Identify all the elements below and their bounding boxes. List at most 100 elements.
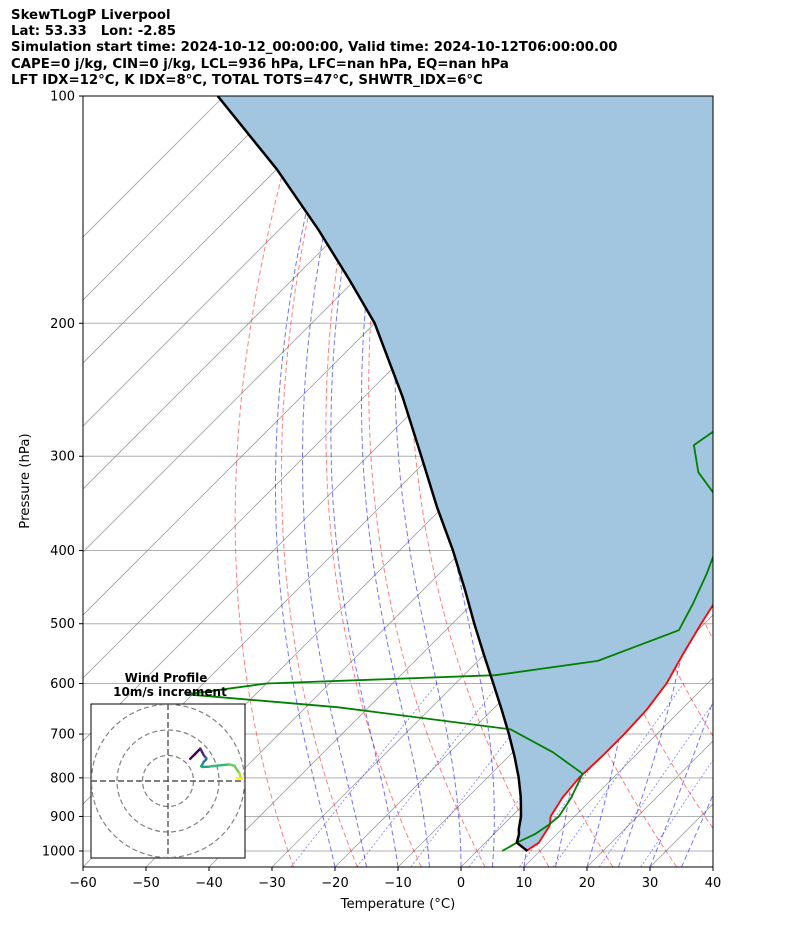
- wind-barb: [712, 821, 747, 843]
- wind-barb: [712, 799, 753, 826]
- barb-staff: [712, 455, 713, 457]
- barb-staff: [712, 733, 713, 735]
- isotherm-line: [712, 866, 713, 867]
- barb-flag: [737, 810, 750, 817]
- barb-flag: [747, 95, 752, 109]
- barb-staff: [712, 796, 713, 798]
- chart-header: SkewTLogP Liverpool Lat: 53.33 Lon: -2.8…: [11, 8, 618, 89]
- hodograph-segment: [215, 763, 231, 767]
- barb-flag: [742, 498, 750, 510]
- barb-flag: [741, 541, 749, 553]
- isotherm-line: [83, 96, 225, 238]
- hodograph-segment: [233, 764, 241, 775]
- parcel-profile: [216, 96, 529, 852]
- moist-adiabat-line: [712, 865, 713, 867]
- barb-flag: [748, 608, 757, 619]
- wind-barb: [712, 319, 756, 334]
- barb-flag: [738, 499, 746, 511]
- barb-flag: [750, 388, 757, 401]
- barb-flag: [746, 737, 757, 747]
- barb-half: [731, 807, 737, 811]
- wind-barb: [712, 737, 757, 757]
- barb-flag: [734, 821, 747, 828]
- wind-barb: [712, 824, 753, 852]
- barb-staff: [712, 841, 713, 843]
- barb-staff: [712, 278, 713, 280]
- x-tick-label: −10: [384, 876, 411, 891]
- wind-barb: [712, 691, 756, 710]
- barb-flag: [744, 640, 754, 651]
- barb-flag: [739, 168, 743, 182]
- barb-flag: [739, 95, 744, 109]
- barb-flag: [740, 824, 753, 831]
- y-axis-label: Pressure (hPa): [18, 433, 33, 528]
- dry-adiabat-line: [729, 96, 794, 867]
- mixing-ratio-line: [598, 702, 713, 867]
- barb-flag: [740, 642, 750, 653]
- location-line: Lat: 53.33 Lon: -2.85: [11, 24, 177, 40]
- wind-barb: [712, 796, 713, 798]
- isotherm-line: [523, 677, 713, 867]
- x-tick-label: −60: [69, 876, 96, 891]
- barb-half: [733, 800, 739, 804]
- barb-flag: [738, 449, 746, 461]
- x-tick-label: −20: [321, 876, 348, 891]
- barb-flag: [741, 578, 750, 589]
- hodograph-subtitle: 10m/s increment: [113, 685, 227, 699]
- wind-barb: [712, 575, 757, 590]
- barb-flag: [742, 390, 749, 403]
- barb-staff: [712, 395, 713, 397]
- barb-flag: [738, 761, 749, 771]
- barb-flag: [740, 799, 753, 806]
- x-tick-label: 0: [457, 876, 465, 891]
- barb-flag: [743, 168, 747, 182]
- barb-flag: [747, 168, 751, 182]
- barb-flag: [735, 95, 740, 109]
- hodograph-body: [91, 704, 245, 858]
- barb-flag: [746, 715, 756, 725]
- y-tick-label: 300: [50, 450, 75, 465]
- hodograph-segment: [207, 764, 218, 768]
- moist-adiabat-line: [394, 96, 462, 867]
- barb-half: [736, 721, 741, 726]
- barb-half: [731, 279, 733, 286]
- barb-flag: [736, 797, 748, 805]
- barb-flag: [743, 278, 748, 292]
- barb-flag: [748, 575, 757, 586]
- barb-staff: [712, 833, 713, 835]
- wind-barb: [712, 797, 748, 817]
- barb-flag: [742, 739, 753, 749]
- time-line: Simulation start time: 2024-10-12_00:00:…: [11, 40, 618, 56]
- dry-adiabat-line: [761, 96, 794, 867]
- barb-flag: [749, 538, 757, 550]
- barb-flag: [739, 669, 749, 679]
- barb-flag: [746, 666, 756, 676]
- barb-flag: [746, 447, 754, 459]
- wind-barb: [712, 228, 743, 242]
- barb-flag: [740, 612, 749, 623]
- barb-flag: [737, 827, 750, 834]
- y-tick-label: 400: [50, 544, 75, 559]
- barb-staff: [712, 322, 713, 324]
- isotherm-line: [83, 96, 414, 427]
- barb-flag: [734, 813, 747, 820]
- barb-flag: [742, 448, 750, 460]
- barb-staff: [712, 549, 713, 551]
- barb-flag: [739, 321, 744, 334]
- barb-flag: [739, 228, 743, 242]
- wind-barb: [712, 168, 751, 182]
- barb-flag: [738, 391, 745, 404]
- barb-flag: [735, 321, 740, 334]
- barb-flag: [751, 319, 756, 332]
- barb-flag: [747, 320, 752, 333]
- axes: −60 −50 −40 −30 −20 −10 0 10 20 30 40 100 200 300 400 5…: [42, 90, 721, 892]
- x-tick-label: 30: [642, 876, 659, 891]
- barb-staff: [712, 228, 713, 229]
- barb-flag: [746, 691, 756, 701]
- barb-flag: [734, 804, 747, 811]
- wind-barb: [712, 388, 757, 404]
- mixing-ratio-line: [552, 683, 685, 867]
- barb-flag: [739, 719, 749, 729]
- index-line: LFT IDX=12°C, K IDX=8°C, TOTAL TOTS=47°C…: [11, 72, 483, 88]
